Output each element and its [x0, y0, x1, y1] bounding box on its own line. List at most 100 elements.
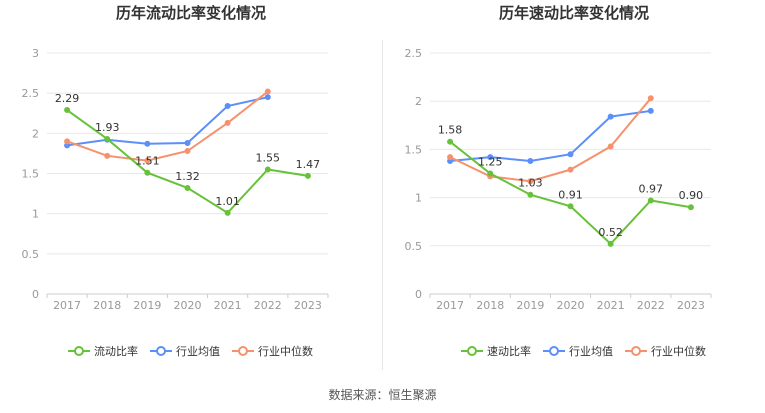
data-source-note: 数据来源：恒生聚源: [328, 388, 437, 402]
data-point-median: [264, 88, 271, 95]
x-tick-label: 2021: [597, 299, 625, 312]
x-tick-label: 2018: [476, 299, 504, 312]
chart-title-current-ratio: 历年流动比率变化情况: [115, 4, 266, 22]
data-label: 1.03: [518, 177, 543, 190]
y-tick-label: 0.5: [22, 248, 40, 261]
series-line-median: [449, 97, 652, 183]
legend-company-line-icon: [461, 345, 483, 357]
data-point-avg: [264, 94, 271, 101]
data-point-avg: [487, 154, 494, 161]
data-label: 1.58: [438, 124, 463, 137]
y-tick-label: 2.5: [405, 47, 423, 60]
data-point-avg: [607, 113, 614, 120]
data-point-avg: [567, 151, 574, 158]
data-point-avg: [224, 103, 231, 110]
data-point-avg: [647, 107, 654, 114]
data-point-company: [567, 203, 574, 210]
series-line-avg: [66, 96, 269, 147]
legend-item-industry-average[interactable]: 行业均值: [150, 343, 220, 359]
data-point-company: [264, 166, 271, 173]
data-point-company: [527, 191, 534, 198]
data-label: 0.91: [558, 188, 583, 201]
data-point-company: [687, 204, 694, 211]
y-tick-label: 3: [32, 47, 39, 60]
data-point-avg: [527, 157, 534, 164]
x-tick-label: 2019: [516, 299, 544, 312]
data-point-median: [144, 157, 151, 164]
legend-median-line-icon: [625, 345, 647, 357]
y-tick-label: 2: [415, 95, 422, 108]
y-tick-label: 2: [32, 127, 39, 140]
data-point-company: [104, 135, 111, 142]
data-point-avg: [144, 140, 151, 147]
x-tick-label: 2019: [133, 299, 161, 312]
chart-title-quick-ratio: 历年速动比率变化情况: [498, 4, 649, 22]
y-tick-label: 2.5: [22, 87, 40, 100]
data-point-company: [184, 184, 191, 191]
x-tick-label: 2022: [637, 299, 665, 312]
data-point-avg: [184, 139, 191, 146]
legend-company-line-icon: [68, 345, 90, 357]
legend-item-industry-median[interactable]: 行业中位数: [232, 343, 313, 359]
data-point-median: [104, 152, 111, 159]
legend-item-company[interactable]: 流动比率: [68, 343, 138, 359]
legend-median-line-icon: [232, 345, 254, 357]
x-tick-label: 2020: [174, 299, 202, 312]
y-tick-label: 0.5: [405, 240, 423, 253]
data-label: 1.25: [478, 156, 503, 169]
x-tick-label: 2023: [294, 299, 322, 312]
legend-current-ratio: 流动比率 行业均值 行业中位数: [68, 343, 325, 359]
legend-label: 行业中位数: [651, 345, 706, 358]
y-tick-label: 1.5: [405, 143, 423, 156]
data-point-median: [64, 138, 71, 145]
legend-average-line-icon: [150, 345, 172, 357]
data-label: 1.47: [296, 158, 321, 171]
data-point-median: [447, 154, 454, 161]
quick-ratio-chart: 0 0.5 1 1.5 2 2.5 2017 2018 2019 2020 2021 2022 2023…: [405, 47, 712, 312]
data-point-company: [607, 240, 614, 247]
series-line-median: [66, 90, 269, 162]
chart-divider: [382, 40, 383, 370]
data-point-median: [647, 95, 654, 102]
x-tick-label: 2020: [557, 299, 585, 312]
data-point-median: [184, 148, 191, 155]
data-point-median: [527, 178, 534, 185]
data-label: 0.52: [598, 226, 623, 239]
data-point-company: [64, 107, 71, 114]
data-label: 0.97: [639, 182, 664, 195]
data-point-company: [144, 169, 151, 176]
legend-item-company[interactable]: 速动比率: [461, 343, 531, 359]
y-tick-label: 0: [415, 288, 422, 301]
data-point-median: [607, 143, 614, 150]
series-line-avg: [449, 109, 651, 162]
data-point-median: [567, 166, 574, 173]
x-tick-label: 2017: [436, 299, 464, 312]
data-point-company: [304, 172, 311, 179]
legend-label: 行业中位数: [258, 345, 313, 358]
x-tick-label: 2023: [677, 299, 705, 312]
data-point-company: [224, 209, 231, 216]
legend-quick-ratio: 速动比率 行业均值 行业中位数: [461, 343, 718, 359]
y-tick-label: 1.5: [22, 168, 40, 181]
data-label: 1.93: [95, 121, 120, 134]
legend-item-industry-average[interactable]: 行业均值: [543, 343, 613, 359]
data-point-company: [487, 170, 494, 177]
data-label: 1.51: [135, 155, 160, 168]
data-point-company: [447, 138, 454, 145]
x-tick-label: 2018: [93, 299, 121, 312]
legend-label: 行业均值: [176, 345, 220, 358]
x-tick-label: 2021: [214, 299, 242, 312]
data-label: 0.90: [679, 189, 704, 202]
legend-label: 流动比率: [94, 345, 138, 358]
data-label: 1.01: [215, 195, 240, 208]
legend-label: 行业均值: [569, 345, 613, 358]
x-tick-label: 2017: [53, 299, 81, 312]
y-tick-label: 1: [415, 192, 422, 205]
legend-item-industry-median[interactable]: 行业中位数: [625, 343, 706, 359]
legend-average-line-icon: [543, 345, 565, 357]
legend-label: 速动比率: [487, 345, 531, 358]
y-tick-label: 1: [32, 208, 39, 221]
data-point-median: [224, 119, 231, 126]
x-tick-label: 2022: [254, 299, 282, 312]
data-label: 2.29: [55, 92, 80, 105]
